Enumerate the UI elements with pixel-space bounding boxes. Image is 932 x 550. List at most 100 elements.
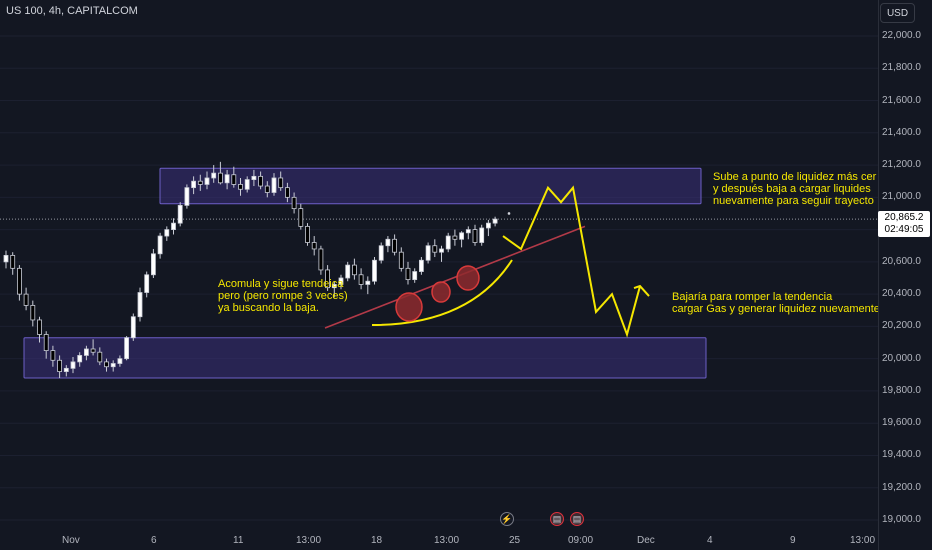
break-circle[interactable] [431, 281, 451, 303]
projection-zigzag[interactable] [502, 185, 641, 338]
candle-body [177, 204, 183, 224]
candle-body [385, 238, 391, 247]
price-tick-label: 19,400.0 [882, 449, 921, 461]
candle-body [117, 358, 123, 364]
candle-body [325, 269, 331, 289]
candle-body [144, 274, 150, 293]
price-tick-label: 21,400.0 [882, 126, 921, 138]
time-tick-label: 4 [707, 535, 713, 546]
price-tick-label: 21,000.0 [882, 191, 921, 203]
candle-body [278, 177, 284, 189]
current-price-value: 20,865.2 [884, 212, 924, 223]
candle-body [418, 259, 424, 272]
candle-body [358, 274, 364, 285]
time-tick-label: 13:00 [296, 535, 322, 546]
price-tick-label: 21,600.0 [882, 94, 921, 106]
candle-body [204, 177, 210, 185]
candle-body [479, 227, 485, 243]
candle-body [331, 284, 337, 289]
candle-body [298, 208, 304, 227]
time-tick-label: 09:00 [568, 535, 594, 546]
candle-body [57, 359, 62, 372]
price-tick-label: 21,800.0 [882, 62, 921, 74]
time-tick-label: 13:00 [850, 535, 876, 546]
candle-body [305, 225, 310, 243]
candle-body [37, 319, 42, 335]
candle-body [217, 172, 223, 184]
candle-body [211, 172, 217, 179]
candle-body [50, 350, 56, 361]
time-tick-label: 11 [233, 535, 244, 546]
candle-body [197, 180, 203, 185]
candle-body [445, 235, 451, 250]
currency-button[interactable]: USD [880, 3, 915, 23]
candle-body [365, 280, 371, 285]
price-tick-label: 22,000.0 [882, 30, 921, 41]
annotation-drop[interactable]: Bajaría para romper la tendencia cargar … [672, 291, 880, 315]
candle-body [318, 248, 324, 271]
annotation-line: y después baja a cargar liquides [713, 183, 871, 195]
candle-body [405, 267, 411, 281]
candle-body [412, 271, 418, 281]
break-circle[interactable] [395, 292, 423, 322]
trendline[interactable] [324, 225, 586, 329]
candle-body [398, 251, 404, 269]
candle-body [291, 196, 297, 210]
price-tick-label: 20,600.0 [882, 255, 921, 267]
annotation-accumulation[interactable]: Acomula y sigue tendeica pero (pero romp… [218, 278, 348, 314]
price-tick-label: 19,800.0 [882, 384, 921, 396]
candle-body [345, 264, 351, 279]
time-tick-label: 9 [790, 535, 796, 546]
candle-body [110, 363, 116, 368]
candle-body [378, 245, 384, 261]
time-tick-label: Dec [637, 535, 655, 546]
candle-body [264, 185, 270, 193]
price-axis[interactable] [878, 0, 932, 550]
annotation-liquidity-above[interactable]: Sube a punto de liquidez más cer y despu… [713, 171, 876, 207]
time-tick-label: 18 [371, 535, 383, 546]
candle-body [63, 367, 69, 372]
annotation-line: nuevamente para seguir trayecto [713, 195, 874, 207]
candle-body [23, 293, 29, 306]
candle-body [124, 337, 129, 360]
curved-support-line[interactable] [371, 259, 513, 326]
break-circle[interactable] [456, 265, 480, 291]
candle-body [459, 232, 465, 240]
candle-body [244, 179, 250, 190]
grid [0, 35, 878, 521]
price-tick-label: 20,000.0 [882, 352, 921, 364]
candle-body [30, 305, 36, 321]
time-tick-label: Nov [62, 535, 80, 546]
demand-zone[interactable] [23, 337, 707, 379]
candle-body [251, 175, 257, 180]
candle-body [184, 187, 190, 206]
time-tick-label: 13:00 [434, 535, 460, 546]
candle-body [43, 334, 49, 352]
candle-body [16, 267, 22, 295]
us-flag-icon[interactable]: ▤ [550, 512, 564, 526]
candle-body [271, 177, 277, 193]
flash-icon[interactable]: ⚡ [500, 512, 514, 526]
candle-body [439, 248, 444, 253]
us-flag-icon[interactable]: ▤ [570, 512, 584, 526]
live-dot [507, 212, 511, 215]
candle-body [104, 361, 109, 368]
candle-body [432, 245, 438, 253]
chart-area[interactable] [0, 0, 878, 550]
annotation-line: Bajaría para romper la tendencia [672, 291, 833, 303]
projection-arrowhead [633, 284, 650, 297]
time-tick-label: 25 [509, 535, 521, 546]
candle-body [130, 316, 136, 339]
candle-body [311, 242, 317, 250]
price-tick-label: 19,200.0 [882, 481, 921, 493]
current-price-tag: 20,865.2 02:49:05 [878, 211, 930, 237]
candle-body [465, 229, 471, 234]
candle-body [338, 277, 344, 285]
candle-body [84, 348, 89, 356]
candle-body [372, 259, 377, 282]
candle-body [238, 184, 243, 190]
symbol-label[interactable]: US 100, 4h, CAPITALCOM [6, 5, 138, 17]
candle-body [258, 175, 264, 187]
candle-body [150, 253, 156, 276]
candle-body [472, 229, 478, 243]
